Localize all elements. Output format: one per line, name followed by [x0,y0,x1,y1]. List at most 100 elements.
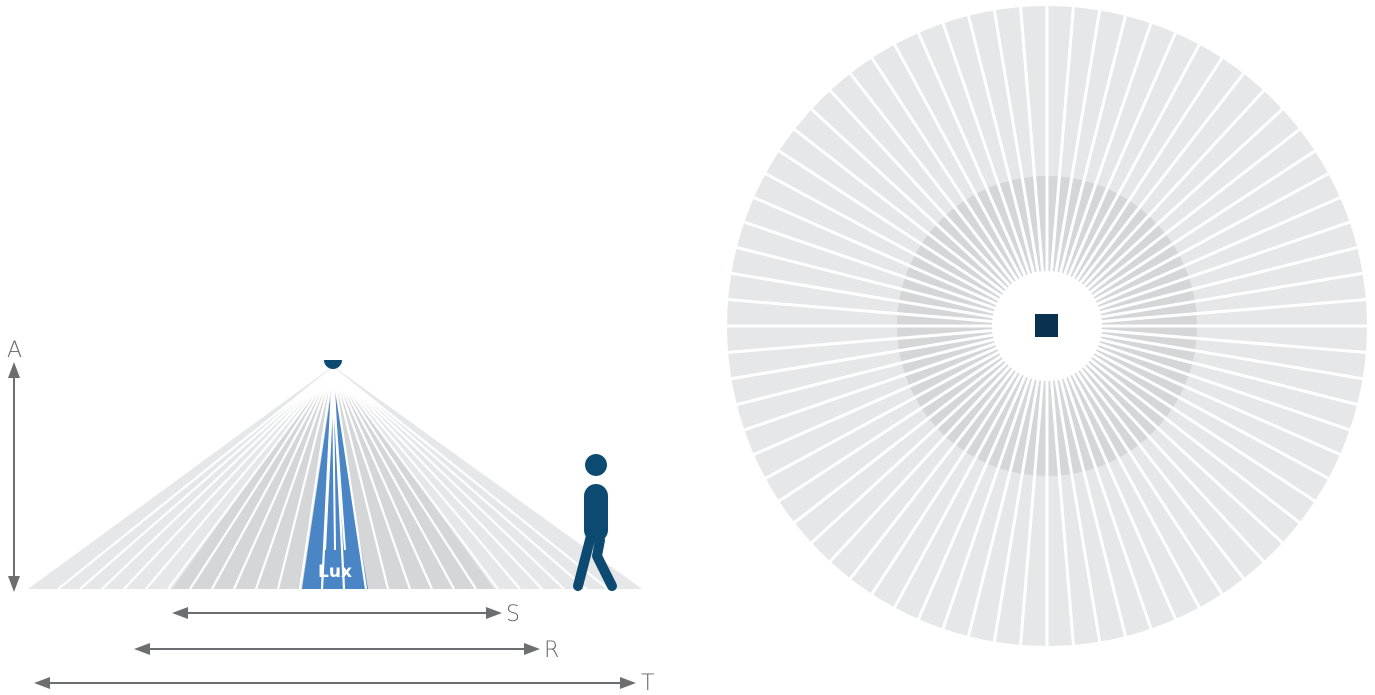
top-ray [763,171,1024,315]
side-ray [298,367,335,590]
side-ray [332,367,609,590]
inner-range-arrow [172,607,502,619]
top-ray [940,20,1040,300]
top-ray [827,88,1030,307]
height-label: A [7,338,22,363]
top-ray [1069,340,1318,504]
side-ray [276,367,335,590]
top-ray [1058,42,1202,303]
top-ray [1047,353,1076,648]
lux-ray [332,384,346,551]
top-ray [729,271,1020,323]
lux-label: Lux [318,562,352,582]
top-ray [892,42,1036,303]
top-ray [1058,349,1202,610]
side-ray [332,367,499,590]
top-ray [1074,271,1365,323]
top-ray [848,70,1031,305]
top-ray [1018,353,1047,648]
top-ray [1066,106,1285,309]
top-ray [1064,345,1267,564]
top-ray [1061,348,1225,597]
side-ray [331,367,390,590]
side-ray [332,367,543,590]
side-ray [79,367,334,590]
top-ray [776,340,1025,504]
middle-range-arrow [134,643,540,655]
top-ray [848,347,1031,582]
walking-person-icon [573,454,617,591]
top-ray [1073,219,1353,319]
top-ray [1073,333,1353,433]
side-view: Lux A S R [7,338,654,695]
side-ray [332,367,455,590]
top-ray [1064,88,1267,307]
top-ray [1071,195,1343,317]
top-ray [791,342,1026,525]
top-ray [1070,337,1331,481]
side-ray [145,367,334,590]
side-ray [211,367,334,590]
top-ray [992,8,1044,299]
top-rays [725,4,1369,648]
top-ray [1050,8,1102,299]
top-ray [725,326,1020,355]
total-range-arrow [34,677,636,689]
top-ray [892,349,1036,610]
top-ray [827,345,1030,564]
side-ray [167,367,334,590]
top-ray [1070,171,1331,315]
top-ray [729,329,1020,381]
side-ray [57,367,334,590]
top-ray [1052,13,1128,300]
top-ray [940,352,1040,632]
top-ray [966,13,1042,300]
ceiling-sensor-icon [324,360,342,369]
top-ray [992,353,1044,644]
top-ray [1052,352,1128,639]
top-ray [1056,350,1178,622]
side-ray [332,367,565,590]
side-ray [254,367,335,590]
top-view [725,4,1369,648]
top-ray [725,297,1020,326]
lux-ray [324,384,334,551]
side-ray [189,367,334,590]
side-ray [101,367,334,590]
top-ray [1069,148,1318,312]
side-ray [332,367,521,590]
side-ray [332,367,587,590]
top-ray [741,219,1021,319]
top-ray [869,348,1033,597]
top-ray [763,337,1024,481]
top-ray [1074,297,1369,326]
top-ray [1018,4,1047,299]
top-ray [1068,342,1303,525]
top-ray [916,350,1038,622]
top-ray [776,148,1025,312]
top-ray [1050,353,1102,644]
top-ray [1073,245,1360,321]
top-ray [1047,4,1076,299]
top-ray [1066,343,1285,546]
top-ray [751,195,1023,317]
top-ray [1063,347,1246,582]
top-ray [1073,331,1360,407]
side-ray [232,367,335,590]
top-ray [1071,335,1343,457]
top-ray [741,333,1021,433]
side-rays [57,367,609,590]
top-ray [1068,127,1303,310]
top-ray [1061,55,1225,304]
total-range-label: T [641,671,654,695]
top-ray [809,106,1028,309]
top-ray [1054,20,1154,300]
height-arrow [8,362,20,592]
side-ray [332,367,477,590]
top-ray [1074,326,1369,355]
top-ray [734,245,1021,321]
top-ray [916,30,1038,302]
lux-ray [332,384,336,551]
top-ray [751,335,1023,457]
